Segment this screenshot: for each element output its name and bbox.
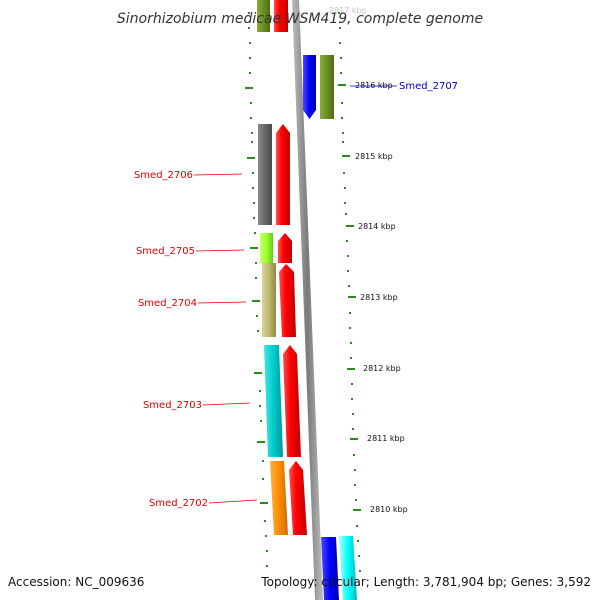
topology-summary: Topology: circular; Length: 3,781,904 bp… [260,575,591,589]
feature-smed-2703-cyan[interactable] [264,345,283,457]
genome-backbone [292,0,323,600]
feature-bottom-cyan[interactable] [339,536,357,600]
gene-label-smed-2706[interactable]: Smed_2706 [134,170,193,181]
tick-label-2811: 2811 kbp [367,434,405,443]
feature-smed-2707-blue[interactable] [303,55,316,119]
tick-label-2813: 2813 kbp [360,293,398,302]
tick-label-2815: 2815 kbp [355,152,393,161]
tick-label-2810: 2810 kbp [370,505,408,514]
feature-smed-2705-lime[interactable] [260,233,273,263]
tick-label-2816: 2816 kbp [355,81,393,90]
gene-label-smed-2703[interactable]: Smed_2703 [143,400,202,411]
feature-smed-2702-orange[interactable] [270,461,288,535]
tick-label-2812: 2812 kbp [363,364,401,373]
feature-top-olive[interactable] [257,0,270,32]
accession-text: Accession: NC_009636 [8,575,144,589]
leader-smed-2703 [202,402,251,406]
gene-label-smed-2705[interactable]: Smed_2705 [136,246,195,257]
tick-labels: 2816 kbp 2815 kbp 2814 kbp 2813 kbp 2812… [355,81,408,514]
feature-smed-2703-red[interactable] [283,345,301,457]
outer-dotted-ring [338,12,361,572]
gene-label-smed-2707[interactable]: Smed_2707 [399,81,458,92]
gene-labels-left: Smed_2706 Smed_2705 Smed_2704 Smed_2703 … [134,170,258,509]
feature-top-red[interactable] [274,0,288,32]
feature-smed-2705-red[interactable] [278,233,292,263]
tick-label-2814: 2814 kbp [358,222,396,231]
leader-smed-2702 [208,499,258,504]
feature-smed-2706-gray[interactable] [258,124,272,225]
leader-smed-2705 [195,249,245,252]
feature-smed-2706-red[interactable] [276,124,290,225]
map-title: Sinorhizobium medicae WSM419, complete g… [117,11,483,27]
gene-label-smed-2702[interactable]: Smed_2702 [149,498,208,509]
tick-label-2817-clipped: 2817 kbp [329,6,367,15]
feature-smed-2704-khaki[interactable] [262,263,276,337]
feature-smed-2702-red[interactable] [289,461,307,535]
feature-bottom-blue[interactable] [321,537,339,600]
gene-label-smed-2704[interactable]: Smed_2704 [138,298,197,309]
inner-dotted-ring [245,12,268,567]
feature-smed-2704-red[interactable] [279,264,296,337]
leader-smed-2706 [193,173,243,176]
feature-smed-2707-olive[interactable] [320,55,334,119]
leader-smed-2704 [197,301,247,304]
